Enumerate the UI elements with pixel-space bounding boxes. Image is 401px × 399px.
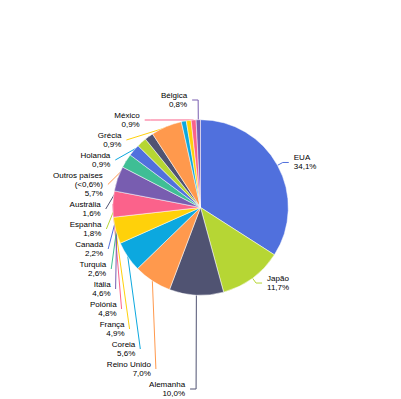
svg-text:Holanda: Holanda xyxy=(80,151,110,160)
svg-text:Espanha: Espanha xyxy=(70,220,102,229)
svg-text:0,9%: 0,9% xyxy=(92,160,110,169)
svg-text:4,9%: 4,9% xyxy=(106,329,124,338)
svg-text:11,7%: 11,7% xyxy=(267,283,289,292)
svg-text:Outros países: Outros países xyxy=(53,171,103,180)
svg-text:Austrália: Austrália xyxy=(70,200,102,209)
svg-text:Grécia: Grécia xyxy=(98,131,122,140)
svg-text:Polónia: Polónia xyxy=(90,300,117,309)
svg-text:4,8%: 4,8% xyxy=(98,309,116,318)
svg-text:França: França xyxy=(100,320,125,329)
svg-text:0,8%: 0,8% xyxy=(169,100,187,109)
svg-text:5,7%: 5,7% xyxy=(85,189,103,198)
svg-text:1,6%: 1,6% xyxy=(82,209,100,218)
svg-text:34,1%: 34,1% xyxy=(294,162,317,171)
svg-text:1,8%: 1,8% xyxy=(83,229,101,238)
svg-text:4,6%: 4,6% xyxy=(92,289,110,298)
svg-text:Turquia: Turquia xyxy=(79,260,106,269)
svg-text:Alemanha: Alemanha xyxy=(149,380,186,389)
svg-text:2,2%: 2,2% xyxy=(85,249,103,258)
svg-text:10,0%: 10,0% xyxy=(162,389,185,398)
svg-text:0,9%: 0,9% xyxy=(121,120,139,129)
svg-text:(<0,6%): (<0,6%) xyxy=(75,180,104,189)
svg-text:Reino Unido: Reino Unido xyxy=(107,360,152,369)
svg-text:México: México xyxy=(114,111,140,120)
svg-text:EUA: EUA xyxy=(294,153,311,162)
svg-text:Bélgica: Bélgica xyxy=(161,91,188,100)
svg-text:0,9%: 0,9% xyxy=(103,140,121,149)
svg-text:Coreia: Coreia xyxy=(112,340,136,349)
svg-text:Itália: Itália xyxy=(94,280,111,289)
svg-text:2,6%: 2,6% xyxy=(88,269,106,278)
svg-text:7,0%: 7,0% xyxy=(133,369,151,378)
svg-text:5,6%: 5,6% xyxy=(117,349,135,358)
svg-text:Canadá: Canadá xyxy=(75,240,104,249)
svg-text:Japão: Japão xyxy=(267,274,289,283)
